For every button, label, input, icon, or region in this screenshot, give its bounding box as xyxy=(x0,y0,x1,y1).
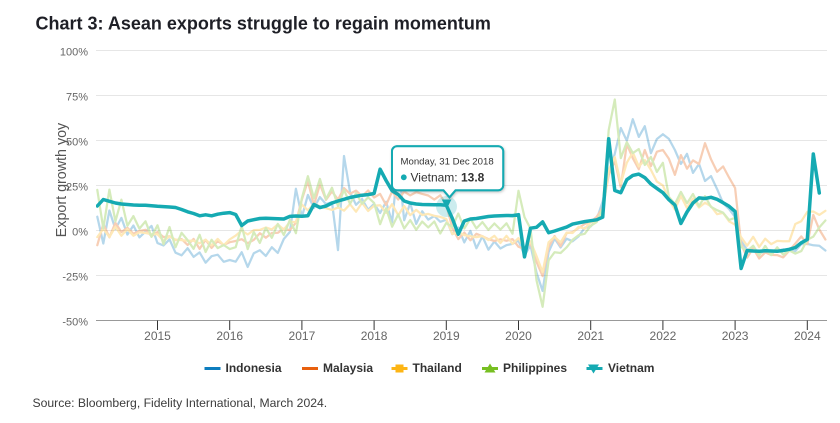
svg-text:2017: 2017 xyxy=(289,329,316,343)
svg-text:Philippines: Philippines xyxy=(503,361,567,375)
svg-text:Thailand: Thailand xyxy=(413,361,462,375)
svg-text:75%: 75% xyxy=(66,92,88,104)
svg-text:Export growth yoy: Export growth yoy xyxy=(54,122,70,237)
svg-text:2023: 2023 xyxy=(722,329,749,343)
svg-text:25%: 25% xyxy=(66,182,88,194)
svg-text:2022: 2022 xyxy=(650,329,677,343)
svg-text:Vietnam: Vietnam xyxy=(608,361,654,375)
svg-text:Monday, 31 Dec 2018: Monday, 31 Dec 2018 xyxy=(401,156,494,167)
svg-text:Chart 3: Asean exports struggl: Chart 3: Asean exports struggle to regai… xyxy=(36,14,491,34)
svg-text:2019: 2019 xyxy=(433,329,460,343)
svg-text:2018: 2018 xyxy=(361,329,388,343)
svg-text:2020: 2020 xyxy=(505,329,532,343)
svg-text:-25%: -25% xyxy=(62,272,88,284)
svg-text:Malaysia: Malaysia xyxy=(323,361,373,375)
svg-text:2024: 2024 xyxy=(794,329,821,343)
svg-text:50%: 50% xyxy=(66,137,88,149)
svg-text:-50%: -50% xyxy=(62,317,88,329)
svg-text:Source: Bloomberg, Fidelity In: Source: Bloomberg, Fidelity Internationa… xyxy=(33,396,328,410)
svg-text:Vietnam: 13.8: Vietnam: 13.8 xyxy=(411,170,485,184)
svg-text:2016: 2016 xyxy=(216,329,243,343)
svg-text:2021: 2021 xyxy=(577,329,604,343)
svg-text:2015: 2015 xyxy=(144,329,171,343)
svg-text:100%: 100% xyxy=(60,47,88,59)
svg-text:0%: 0% xyxy=(72,227,88,239)
svg-text:Indonesia: Indonesia xyxy=(226,361,282,375)
